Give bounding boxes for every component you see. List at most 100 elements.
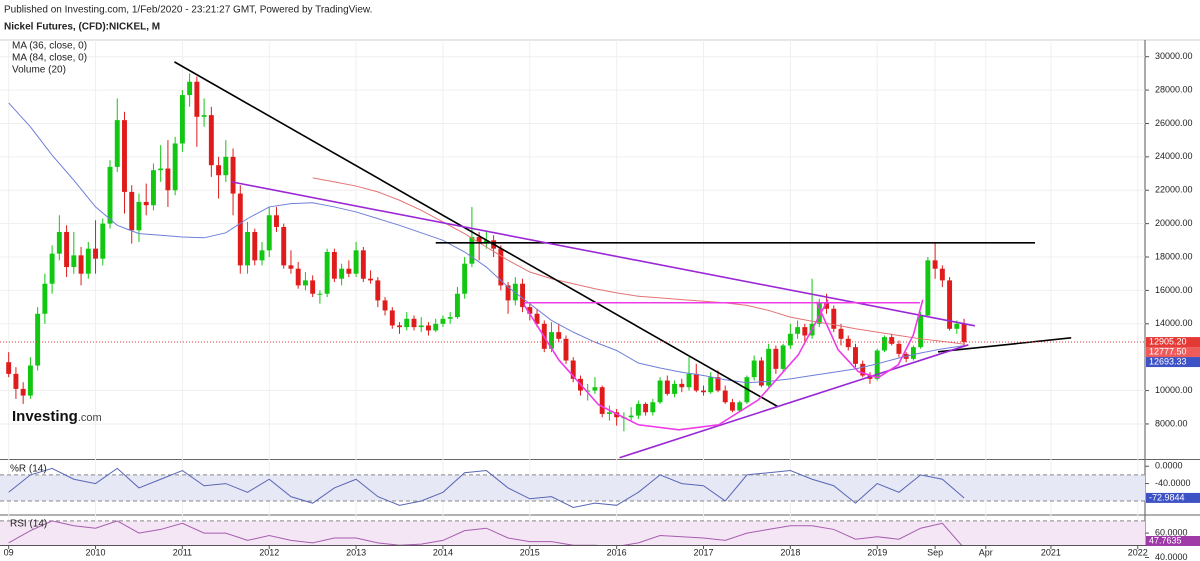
x-tick-label: 2012 <box>259 547 279 557</box>
candle-body <box>6 362 12 374</box>
y-tick-label: 20000.00 <box>1155 218 1193 228</box>
candle-body <box>932 260 938 269</box>
legend-entry: Volume (20) <box>12 65 66 76</box>
candle-body <box>107 166 113 224</box>
level-band <box>0 474 1145 501</box>
x-tick-label: 09 <box>4 547 14 557</box>
candle-body <box>722 390 728 403</box>
indicator-line <box>8 467 965 509</box>
candle-body <box>179 95 185 144</box>
candle-body <box>100 223 106 259</box>
trendline <box>619 344 969 459</box>
grid <box>0 40 1145 545</box>
candle-body <box>606 412 612 414</box>
candle-body <box>751 360 757 378</box>
moving-average <box>8 102 965 384</box>
candle-body <box>389 310 395 326</box>
trendline <box>174 61 779 408</box>
x-tick-label: 2022 <box>1128 547 1148 557</box>
indicator-line <box>8 520 963 545</box>
candle-body <box>71 255 77 268</box>
candle-body <box>592 387 598 391</box>
x-tick-label: 2015 <box>520 547 540 557</box>
candle-body <box>918 315 924 348</box>
candle-body <box>208 115 214 166</box>
candle-body <box>187 81 193 96</box>
trendline <box>231 181 976 327</box>
x-tick-label: 2017 <box>693 547 713 557</box>
axes: 09 2010 2011 2012 2013 2014 2015 2016 2017 2018 20… <box>4 51 1200 561</box>
candle-body <box>129 191 135 231</box>
candle-body <box>505 285 511 301</box>
candle-body <box>686 373 692 388</box>
candle-body <box>158 168 164 171</box>
x-tick-label: 2019 <box>867 547 887 557</box>
x-tick-label: 2014 <box>433 547 453 557</box>
candle-body <box>454 293 460 318</box>
candle-body <box>331 252 337 279</box>
candle-body <box>368 278 374 281</box>
x-tick-label: 2018 <box>780 547 800 557</box>
candle-body <box>143 201 149 206</box>
y-tick-label: 60.0000 <box>1155 527 1188 537</box>
y-tick-label: 0.0000 <box>1155 461 1183 471</box>
trendline <box>815 299 924 379</box>
y-tick-label: 30000.00 <box>1155 51 1193 61</box>
trendline <box>937 337 1072 353</box>
price-tag <box>1146 337 1200 348</box>
legend-entry: MA (36, close, 0) <box>12 41 87 52</box>
x-tick-label: 2016 <box>607 547 627 557</box>
x-tick-label: 2013 <box>346 547 366 557</box>
candle-body <box>230 156 236 194</box>
y-tick-label: 24000.00 <box>1155 151 1193 161</box>
candle-body <box>737 402 743 411</box>
y-tick-label: 18000.00 <box>1155 251 1193 261</box>
price-panel <box>0 61 1145 459</box>
candle-body <box>585 390 591 392</box>
candle-body <box>194 81 200 117</box>
indicator-label: RSI (14) <box>10 519 47 530</box>
y-tick-label: 8000.00 <box>1155 418 1188 428</box>
y-tick-label: 26000.00 <box>1155 118 1193 128</box>
candle-body <box>614 412 620 418</box>
candle-body <box>483 240 489 242</box>
candle-body <box>758 360 764 386</box>
candle-body <box>259 250 265 261</box>
candle-body <box>274 215 279 227</box>
candle-body <box>447 317 453 319</box>
indicator-label: %R (14) <box>10 464 47 475</box>
candle-body <box>360 250 366 279</box>
candle-body <box>816 302 822 324</box>
y-tick-label: 10000.00 <box>1155 385 1193 395</box>
candle-body <box>353 250 359 274</box>
level-band <box>0 520 1145 545</box>
candle-body <box>534 313 540 324</box>
candle-body <box>42 283 48 314</box>
candle-body <box>643 403 649 413</box>
candle-body <box>599 387 605 414</box>
candle-body <box>375 280 381 301</box>
candle-body <box>672 383 678 394</box>
candle-body <box>701 390 706 393</box>
candle-body <box>795 327 801 334</box>
logo: .com <box>78 412 102 424</box>
indicator-tag <box>1146 492 1200 503</box>
candle-body <box>93 248 98 259</box>
price-tag <box>1146 357 1200 368</box>
candle-body <box>223 156 229 176</box>
candle-body <box>831 308 837 329</box>
candle-body <box>245 231 250 266</box>
y-tick-label: 16000.00 <box>1155 285 1193 295</box>
candle-body <box>708 377 714 393</box>
candle-body <box>556 332 562 339</box>
candle-body <box>729 402 735 411</box>
candle-body <box>802 327 808 336</box>
candle-body <box>874 350 880 379</box>
candle-body <box>13 373 19 389</box>
price-tag-label: 12777.50 <box>1149 346 1187 356</box>
candle-body <box>657 380 663 403</box>
candle-body <box>860 363 866 376</box>
candle-body <box>715 377 721 391</box>
